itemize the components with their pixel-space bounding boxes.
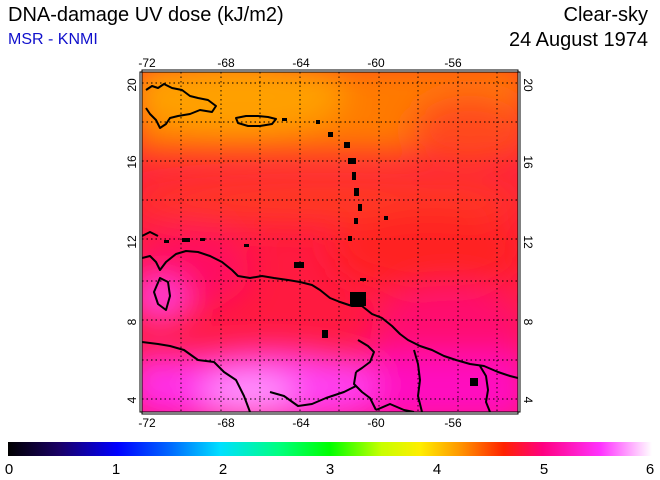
lon-tick-top: -72 <box>138 56 156 70</box>
tobago-island <box>360 278 366 281</box>
colorbar-label: 6 <box>646 461 654 478</box>
los-roques-island <box>244 244 249 247</box>
colorbar-label: 0 <box>5 461 13 478</box>
lon-tick-top: -56 <box>444 56 462 70</box>
lat-tick-right: 4 <box>521 397 535 404</box>
data-source: MSR - KNMI <box>8 31 98 48</box>
guyana-inland-border <box>375 403 415 412</box>
antigua-island <box>344 142 350 148</box>
lat-tick-left: 16 <box>125 155 139 169</box>
grenada-island <box>348 236 352 241</box>
hispaniola-coast <box>145 83 217 129</box>
bonaire-island <box>200 238 205 241</box>
virgin-islands <box>282 118 287 121</box>
barbados-island <box>384 216 388 220</box>
lake-maracaibo <box>153 277 171 311</box>
venezuela-guyana-border <box>353 371 377 411</box>
colorbar <box>8 442 652 456</box>
puerto-rico-coast <box>235 115 277 127</box>
lat-tick-left: 4 <box>125 396 139 403</box>
lat-tick-left: 20 <box>125 78 139 92</box>
guiana-island <box>470 378 478 386</box>
lat-tick-right: 16 <box>521 155 535 169</box>
lat-tick-right: 20 <box>521 78 535 92</box>
lon-labels-top: -72 -68 -64 -60 -56 <box>138 56 462 70</box>
map-date: 24 August 1974 <box>508 29 648 51</box>
guyana-suriname-border <box>413 349 423 412</box>
trinidad-island <box>350 292 366 306</box>
lat-labels-left: 20 16 12 8 4 <box>125 78 139 403</box>
lat-labels-right: 20 16 12 8 4 <box>521 78 535 403</box>
coastlines <box>142 83 518 412</box>
st-vincent-island <box>354 218 358 224</box>
sky-condition: Clear-sky <box>563 4 648 26</box>
lat-tick-left: 8 <box>125 318 139 325</box>
dose-field <box>142 72 518 412</box>
lon-tick-bottom: -72 <box>138 416 156 430</box>
lat-tick-right: 8 <box>521 319 535 326</box>
colorbar-labels: 0 1 2 3 4 5 6 <box>5 461 654 478</box>
frame-ticks <box>139 69 521 415</box>
guadeloupe-island <box>348 158 356 164</box>
colorbar-label: 1 <box>112 461 120 478</box>
lat-tick-right: 12 <box>521 235 535 249</box>
south-american-coast <box>142 250 518 379</box>
lon-tick-bottom: -68 <box>217 416 235 430</box>
aruba-island <box>164 240 169 243</box>
lon-tick-bottom: -56 <box>444 416 462 430</box>
orinoco-delta-coast <box>355 339 375 373</box>
map-title: DNA-damage UV dose (kJ/m2) <box>8 4 284 26</box>
lon-tick-top: -68 <box>217 56 235 70</box>
lon-tick-top: -60 <box>367 56 385 70</box>
colorbar-label: 4 <box>433 461 441 478</box>
suriname-guiana-border <box>479 365 491 412</box>
colorbar-label: 2 <box>219 461 227 478</box>
dominica-island <box>352 172 356 180</box>
brazil-border <box>269 385 357 407</box>
lon-tick-bottom: -60 <box>367 416 385 430</box>
barbuda-island <box>328 132 333 137</box>
lon-tick-bottom: -64 <box>292 416 310 430</box>
martinique-island <box>354 188 359 196</box>
lon-tick-top: -64 <box>292 56 310 70</box>
lon-labels-bottom: -72 -68 -64 -60 -56 <box>138 416 462 430</box>
curacao-island <box>182 238 190 242</box>
orinoco-island <box>322 330 328 338</box>
margarita-island <box>294 262 304 268</box>
colorbar-label: 5 <box>540 461 548 478</box>
colombia-coast <box>142 231 159 237</box>
lat-tick-left: 12 <box>125 235 139 249</box>
st-lucia-island <box>358 204 362 211</box>
colombia-venezuela-border <box>142 341 251 412</box>
colorbar-label: 3 <box>326 461 334 478</box>
